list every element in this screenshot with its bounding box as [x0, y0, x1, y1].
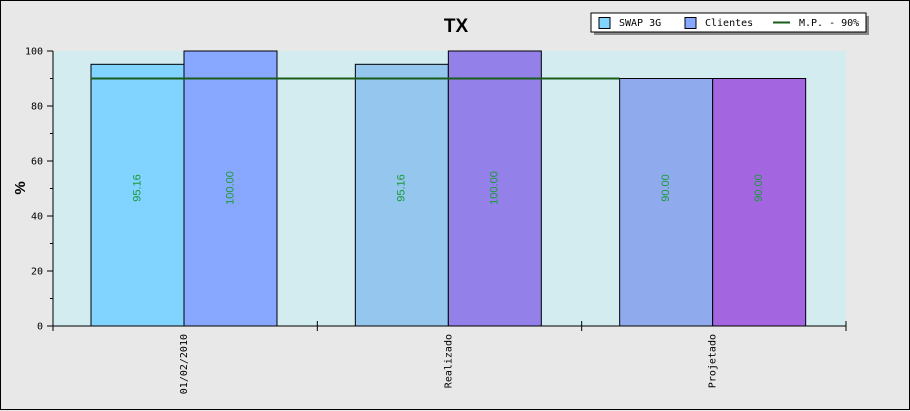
legend-label: Clientes — [705, 18, 753, 29]
bar — [354, 63, 449, 327]
bar-value-label: 95.16 — [396, 174, 408, 202]
bar — [619, 78, 714, 327]
chart-marks: 95.16 95.16 90.00 100.00 100.00 90.00 — [90, 50, 807, 327]
y-tick-label: 80 — [31, 102, 43, 113]
legend: SWAP 3G Clientes M.P. - 90% — [590, 12, 869, 35]
legend-label: SWAP 3G — [619, 18, 661, 29]
bar-value-label: 100.00 — [489, 171, 501, 205]
y-axis-label: % — [12, 181, 29, 194]
legend-swatch — [684, 17, 697, 29]
bar-value-label: 100.00 — [224, 171, 236, 205]
bar-value-label: 90.00 — [660, 174, 672, 202]
chart-axes: 0 20 40 60 80 100 01/02/2010 Realizado Projetado — [25, 47, 847, 394]
legend-box — [590, 12, 867, 33]
bar-value-label: 90.00 — [753, 174, 765, 202]
y-tick-label: 60 — [31, 157, 43, 168]
y-tick-label: 20 — [31, 267, 43, 278]
bar — [183, 50, 278, 327]
x-tick-label: Realizado — [443, 334, 454, 388]
legend-label: M.P. - 90% — [799, 18, 859, 29]
bar — [90, 63, 185, 327]
x-tick-label: Projetado — [708, 334, 719, 388]
y-tick-label: 40 — [31, 212, 43, 223]
bar-value-label: 95.16 — [131, 174, 143, 202]
y-tick-label: 100 — [25, 47, 43, 58]
legend-swatch — [598, 17, 611, 29]
y-tick-label: 0 — [37, 322, 43, 333]
x-tick-label: 01/02/2010 — [179, 334, 190, 394]
chart-title: TX — [444, 16, 469, 37]
